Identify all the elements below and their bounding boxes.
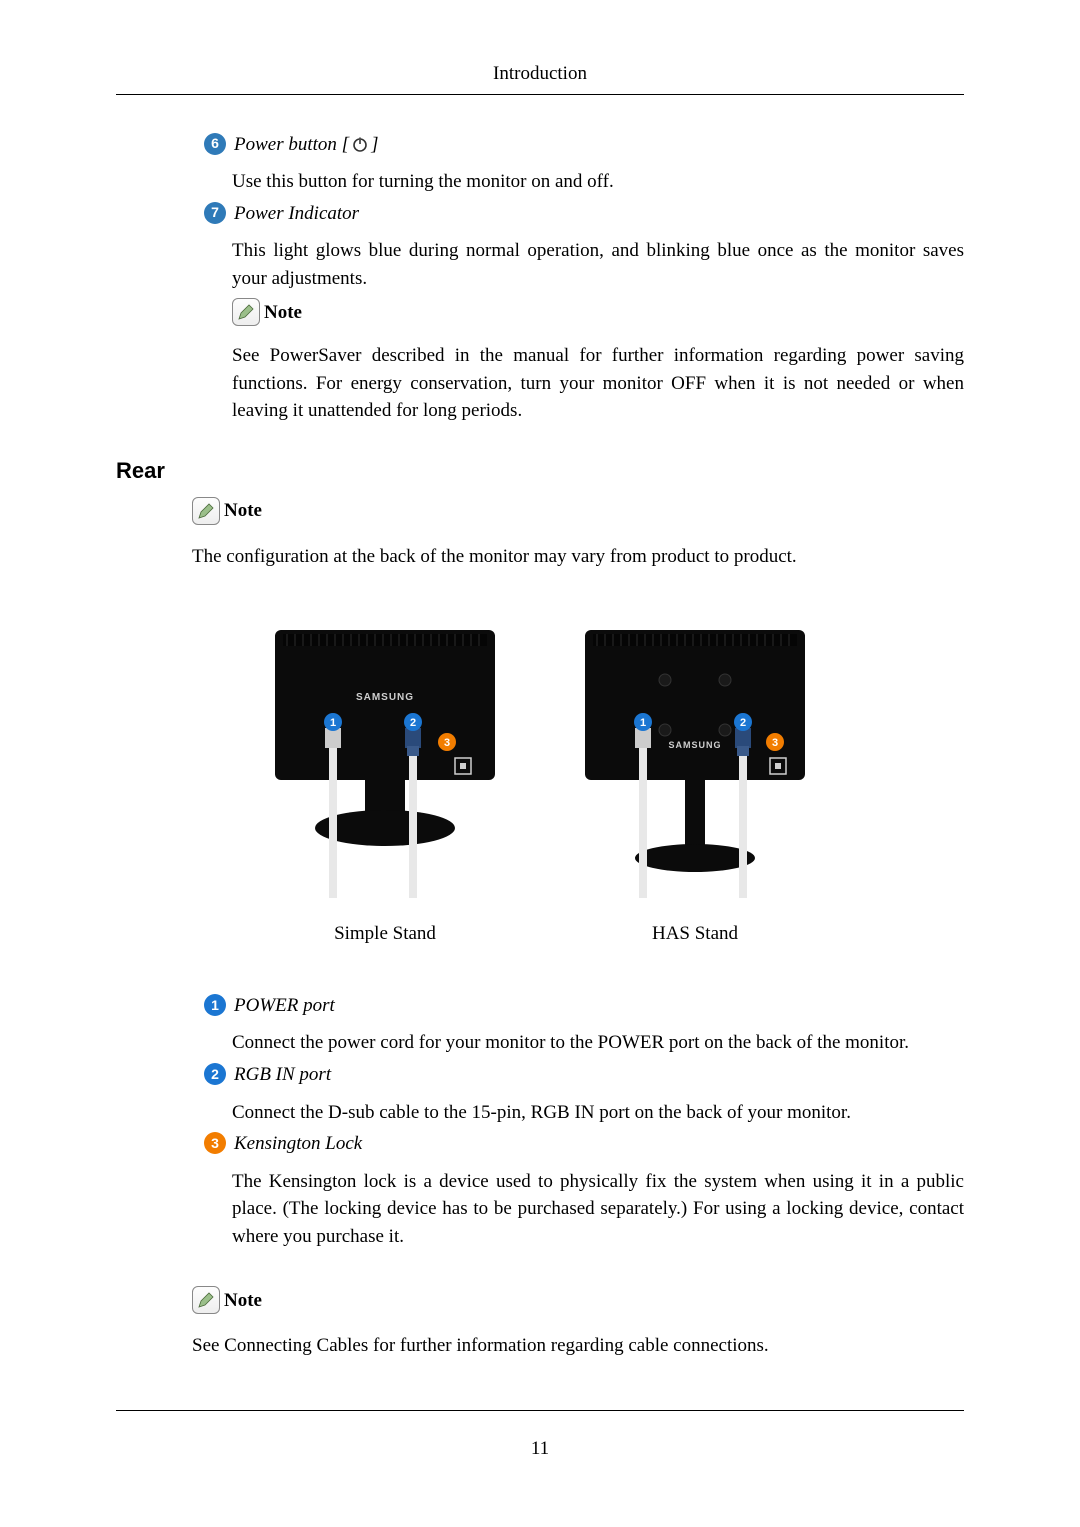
footer-rule: [116, 1410, 964, 1411]
bullet-badge-6: 6: [204, 133, 226, 155]
port-row-3: 3 Kensington Lock: [204, 1130, 964, 1158]
port-title-3: Kensington Lock: [234, 1130, 362, 1158]
power-icon: [351, 135, 369, 153]
port-badge-3: 3: [204, 1132, 226, 1154]
brand-text: SAMSUNG: [356, 692, 414, 703]
svg-text:1: 1: [640, 717, 646, 729]
port-title-1: POWER port: [234, 992, 335, 1020]
port-desc-2: Connect the D-sub cable to the 15-pin, R…: [232, 1099, 964, 1127]
port-row-1: 1 POWER port: [204, 992, 964, 1020]
port-title-2: RGB IN port: [234, 1061, 331, 1089]
svg-text:3: 3: [772, 737, 778, 749]
svg-text:3: 3: [444, 737, 450, 749]
bullet-6-text-b: ]: [371, 131, 378, 159]
port-badge-1: 1: [204, 994, 226, 1016]
note-1-text: See PowerSaver described in the manual f…: [232, 342, 964, 425]
figure-has-stand: SAMSUNG 1 2 3 HAS Stand: [575, 620, 815, 948]
bullet-6-desc: Use this button for turning the monitor …: [232, 168, 964, 196]
monitor-has-svg: SAMSUNG 1 2 3: [575, 620, 815, 900]
svg-text:SAMSUNG: SAMSUNG: [668, 740, 721, 750]
rear-note-label: Note: [224, 497, 262, 525]
note-2-text: See Connecting Cables for further inform…: [192, 1332, 964, 1360]
rear-note-row: Note: [192, 497, 964, 525]
figure-simple-stand: SAMSUNG 1 2 3 Simple Stand: [265, 620, 505, 948]
port-desc-3: The Kensington lock is a device used to …: [232, 1168, 964, 1251]
bullet-badge-7: 7: [204, 202, 226, 224]
bullet-7-desc: This light glows blue during normal oper…: [232, 237, 964, 292]
header-rule: [116, 94, 964, 95]
note-label-2: Note: [224, 1287, 262, 1315]
rear-intro: The configuration at the back of the mon…: [192, 543, 964, 571]
svg-text:2: 2: [410, 717, 416, 729]
bullet-6-text-a: Power button [: [234, 131, 349, 159]
port-badge-2: 2: [204, 1063, 226, 1085]
bullet-title-6: Power button [ ]: [234, 131, 378, 159]
rear-heading: Rear: [116, 455, 964, 487]
note-icon-2: [192, 1286, 220, 1314]
pen-icon: [236, 302, 256, 322]
note-label-1: Note: [264, 299, 302, 327]
pen-icon: [196, 501, 216, 521]
port-desc-1: Connect the power cord for your monitor …: [232, 1029, 964, 1057]
note-row-2: Note: [192, 1286, 964, 1314]
pen-icon: [196, 1290, 216, 1310]
figures-row: SAMSUNG 1 2 3 Simple Stand: [116, 620, 964, 948]
bullet-row-7: 7 Power Indicator: [204, 200, 964, 228]
caption-has: HAS Stand: [575, 920, 815, 948]
bullet-title-7: Power Indicator: [234, 200, 359, 228]
note-row-1: Note: [232, 298, 964, 326]
monitor-simple-svg: SAMSUNG 1 2 3: [265, 620, 505, 900]
bullet-row-6: 6 Power button [ ]: [204, 131, 964, 159]
svg-text:1: 1: [330, 717, 336, 729]
port-row-2: 2 RGB IN port: [204, 1061, 964, 1089]
page-number: 11: [116, 1435, 964, 1463]
caption-simple: Simple Stand: [265, 920, 505, 948]
svg-text:2: 2: [740, 717, 746, 729]
note-icon-1: [232, 298, 260, 326]
page-header-title: Introduction: [116, 60, 964, 88]
rear-note-icon: [192, 497, 220, 525]
